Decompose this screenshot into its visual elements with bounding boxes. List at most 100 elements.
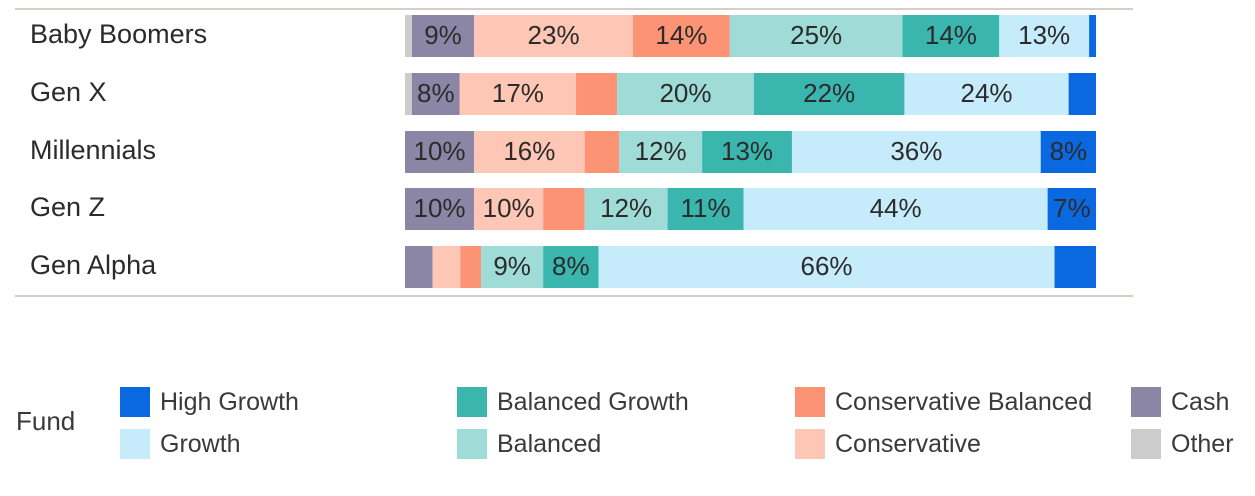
legend-title: Fund xyxy=(16,406,76,436)
legend-label: Growth xyxy=(160,429,241,458)
bar-segment xyxy=(405,188,475,230)
row-label: Gen Alpha xyxy=(30,250,157,280)
bar-segment xyxy=(459,73,577,115)
bar-row: Gen Alpha 9% 8% 66% xyxy=(30,246,1096,288)
bar-segment xyxy=(753,73,905,115)
legend: Fund High Growth Growth Balanced Growth Bal… xyxy=(0,380,1255,480)
data-label: 23% xyxy=(528,20,580,50)
bar-segment xyxy=(474,15,634,57)
bar-segment xyxy=(791,131,1041,173)
legend-label: Other xyxy=(1171,429,1234,458)
legend-item: Other xyxy=(1131,428,1234,460)
data-label: 16% xyxy=(503,136,555,166)
data-label: 12% xyxy=(600,193,652,223)
bar-segment xyxy=(1040,131,1096,173)
bar-segment xyxy=(729,15,903,57)
data-label: 10% xyxy=(483,193,535,223)
data-label: 14% xyxy=(925,20,977,50)
bar-segment xyxy=(405,246,433,288)
legend-swatch xyxy=(457,429,487,459)
legend-item: Balanced Growth xyxy=(457,386,689,418)
data-label: 25% xyxy=(790,20,842,50)
legend-swatch xyxy=(120,429,150,459)
row-label: Gen Z xyxy=(30,192,105,222)
bar-segment xyxy=(702,131,792,173)
legend-swatch xyxy=(457,387,487,417)
data-label: 17% xyxy=(492,78,544,108)
bar-segment xyxy=(460,246,482,288)
bar-segment xyxy=(405,73,412,115)
data-label: 13% xyxy=(721,136,773,166)
data-label: 20% xyxy=(659,78,711,108)
legend-label: Conservative xyxy=(835,429,981,458)
bar-segment xyxy=(1089,15,1096,57)
bar-segment xyxy=(904,73,1069,115)
data-label: 24% xyxy=(961,78,1013,108)
legend-item: Conservative xyxy=(795,428,981,460)
data-label: 8% xyxy=(552,251,590,281)
row-label: Gen X xyxy=(30,77,107,107)
bar-segment xyxy=(405,15,412,57)
bar-segment xyxy=(405,131,475,173)
legend-item: Conservative Balanced xyxy=(795,386,1092,418)
row-label: Baby Boomers xyxy=(30,19,207,49)
legend-label: High Growth xyxy=(160,387,299,416)
bar-segment xyxy=(902,15,1000,57)
data-label: 7% xyxy=(1053,193,1091,223)
bar-segment xyxy=(543,188,585,230)
legend-swatch xyxy=(795,429,825,459)
bar-segment xyxy=(1068,73,1096,115)
data-label: 11% xyxy=(681,193,731,223)
bar-segment xyxy=(598,246,1055,288)
bar-row: Millennials 10% 16% 12% 13% 36% 8% xyxy=(30,131,1096,173)
stacked-bar-chart: Baby Boomers 9% 23% 14% 25% 14% 13% Gen X 8% 17% 2… xyxy=(15,8,1133,297)
legend-swatch xyxy=(1131,387,1161,417)
bar-row: Gen X 8% 17% 20% 22% 24% xyxy=(30,73,1096,115)
data-label: 13% xyxy=(1018,20,1070,50)
data-label: 44% xyxy=(870,193,922,223)
bar-segment xyxy=(1047,188,1096,230)
legend-label: Conservative Balanced xyxy=(835,387,1093,416)
bar-segment xyxy=(619,131,703,173)
bar-segment xyxy=(584,131,620,173)
legend-item: Cash xyxy=(1131,386,1229,418)
bar-segment xyxy=(576,73,618,115)
bar-segment xyxy=(743,188,1048,230)
data-label: 14% xyxy=(655,20,707,50)
bar-segment xyxy=(667,188,744,230)
legend-item: Growth xyxy=(120,428,241,460)
bar-segment xyxy=(474,131,585,173)
data-label: 10% xyxy=(414,193,466,223)
data-label: 8% xyxy=(1050,136,1088,166)
legend-swatch xyxy=(795,387,825,417)
bar-segment xyxy=(474,188,544,230)
bar-segment xyxy=(617,73,754,115)
legend-item: Balanced xyxy=(457,428,601,460)
data-label: 66% xyxy=(800,251,852,281)
bar-segment xyxy=(411,73,460,115)
bar-row: Gen Z 10% 10% 12% 11% 44% 7% xyxy=(30,188,1096,230)
bar-segment xyxy=(432,246,461,288)
bar-row: Baby Boomers 9% 23% 14% 25% 14% 13% xyxy=(30,15,1096,57)
bar-segment xyxy=(584,188,668,230)
bar-segment xyxy=(481,246,544,288)
data-label: 8% xyxy=(417,78,455,108)
legend-swatch xyxy=(1131,429,1161,459)
bar-segment xyxy=(999,15,1090,57)
bar-segment xyxy=(1054,246,1096,288)
data-label: 12% xyxy=(635,136,687,166)
data-label: 9% xyxy=(424,20,462,50)
bar-segment xyxy=(543,246,599,288)
legend-label: Balanced xyxy=(497,429,602,458)
data-label: 9% xyxy=(493,251,531,281)
row-label: Millennials xyxy=(30,135,156,165)
bar-segment xyxy=(633,15,730,57)
data-label: 22% xyxy=(803,78,855,108)
data-label: 10% xyxy=(414,136,466,166)
data-label: 36% xyxy=(890,136,942,166)
legend-label: Cash xyxy=(1171,387,1230,416)
bar-segment xyxy=(411,15,475,57)
legend-swatch xyxy=(120,387,150,417)
legend-item: High Growth xyxy=(120,386,299,418)
legend-label: Balanced Growth xyxy=(497,387,689,416)
